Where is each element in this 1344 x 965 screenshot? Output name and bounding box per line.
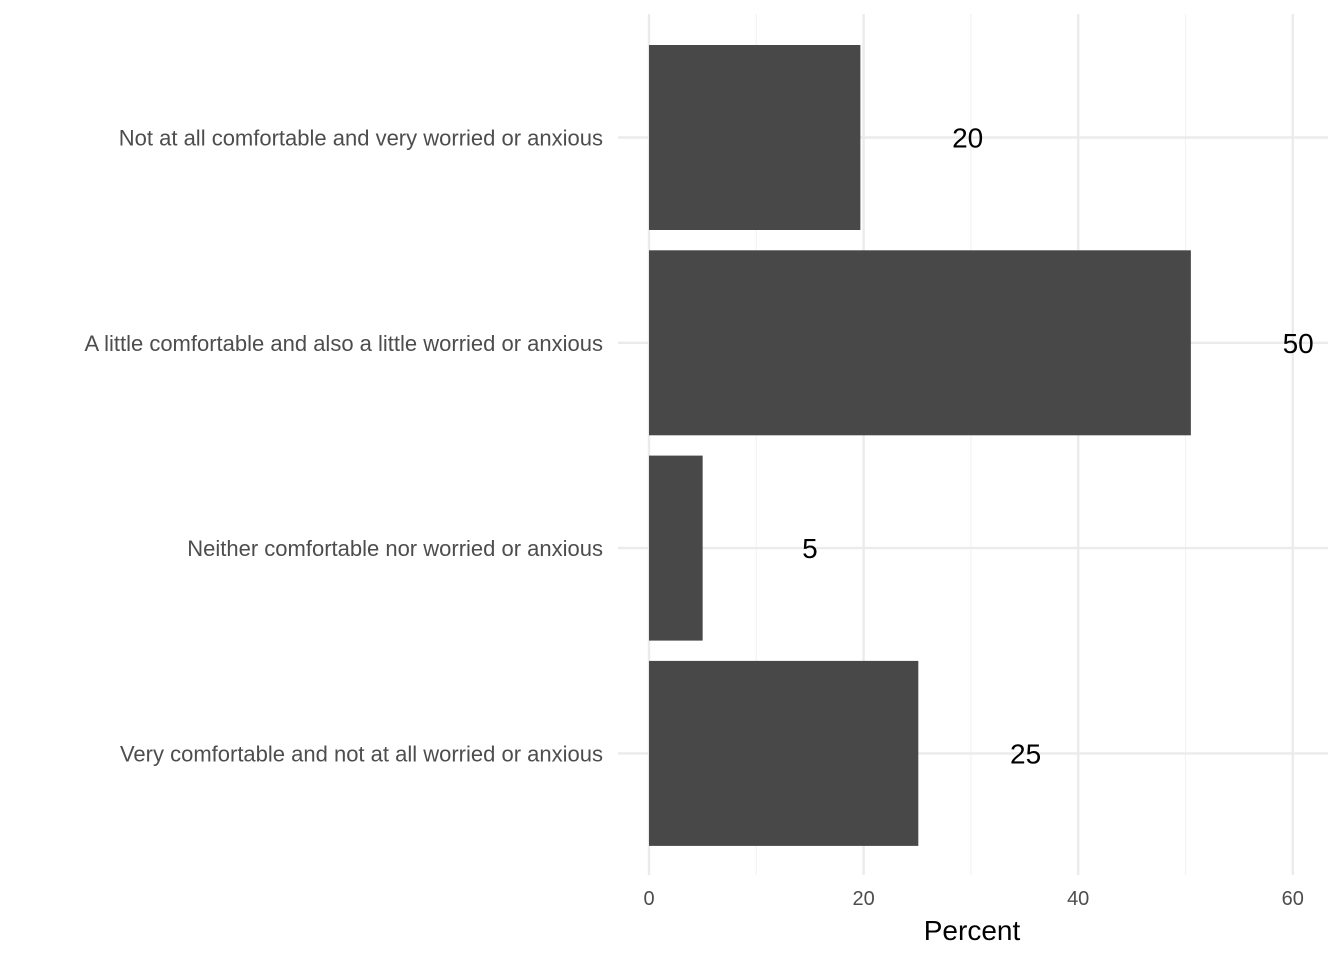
bar bbox=[649, 250, 1191, 436]
bar-value-label: 20 bbox=[952, 123, 983, 154]
bar bbox=[649, 455, 703, 641]
x-axis-title: Percent bbox=[924, 915, 1021, 946]
category-label: Very comfortable and not at all worried … bbox=[120, 741, 603, 766]
x-axis-ticks: 0 20 40 60 bbox=[643, 888, 1303, 910]
x-tick-label: 20 bbox=[852, 888, 874, 910]
category-label: A little comfortable and also a little w… bbox=[85, 331, 603, 356]
x-tick-label: 0 bbox=[643, 888, 654, 910]
bar-value-label: 25 bbox=[1010, 738, 1041, 769]
bar-value-label: 50 bbox=[1283, 328, 1314, 359]
bar bbox=[649, 45, 861, 230]
category-label: Neither comfortable nor worried or anxio… bbox=[187, 536, 603, 561]
category-labels: Not at all comfortable and very worried … bbox=[85, 126, 603, 767]
bars bbox=[649, 45, 1191, 846]
value-labels: 20 50 5 25 bbox=[802, 123, 1314, 770]
bar-value-label: 5 bbox=[802, 533, 818, 564]
bar bbox=[649, 660, 919, 846]
x-tick-label: 40 bbox=[1067, 888, 1089, 910]
category-label: Not at all comfortable and very worried … bbox=[119, 126, 603, 151]
x-tick-label: 60 bbox=[1282, 888, 1304, 910]
